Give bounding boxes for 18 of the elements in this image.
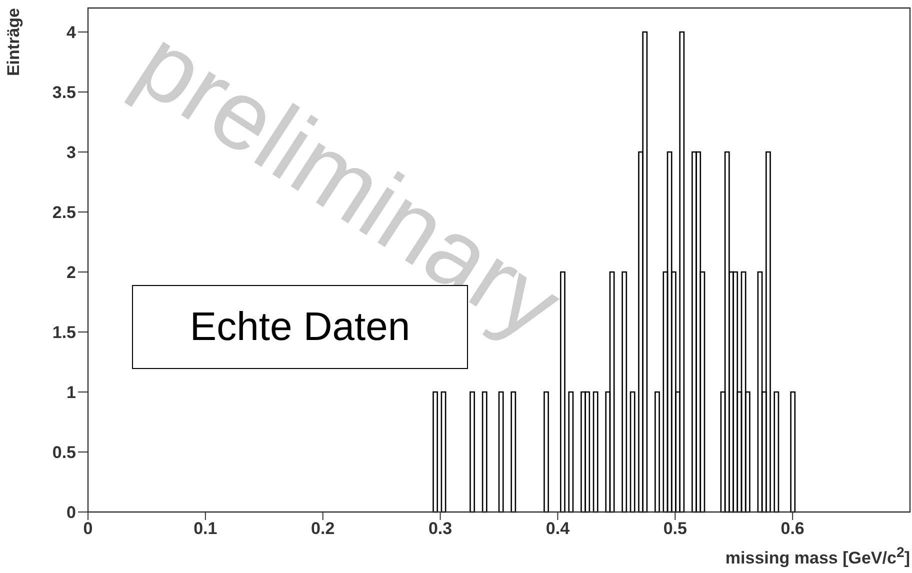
y-tick-label: 3 <box>66 143 76 162</box>
y-tick-label: 1.5 <box>52 323 76 342</box>
x-tick-label: 0.4 <box>546 519 570 538</box>
y-axis-title: Einträge <box>4 8 24 76</box>
x-tick-label: 0.5 <box>663 519 687 538</box>
y-tick-label: 2 <box>66 263 76 282</box>
y-tick-label: 3.5 <box>52 83 76 102</box>
y-tick-label: 4 <box>66 23 77 42</box>
x-tick-label: 0.2 <box>311 519 335 538</box>
y-tick-label: 2.5 <box>52 203 76 222</box>
x-axis-title: missing mass [GeV/c$^{2}$] <box>725 545 910 569</box>
x-tick-label: 0.3 <box>428 519 452 538</box>
x-tick-label: 0.1 <box>194 519 218 538</box>
x-tick-label: 0 <box>83 519 93 538</box>
x-tick-label: 0.6 <box>780 519 804 538</box>
y-tick-label: 0 <box>66 503 76 522</box>
y-tick-label: 1 <box>66 383 76 402</box>
y-tick-label: 0.5 <box>52 443 76 462</box>
